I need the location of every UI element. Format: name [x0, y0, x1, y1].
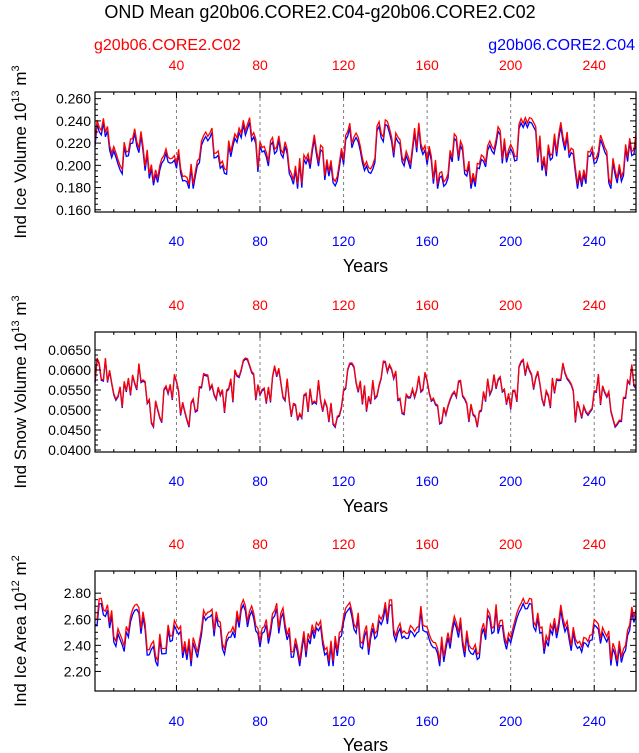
x-tick-label-bottom: 120: [332, 233, 356, 249]
x-tick-label-top: 80: [252, 536, 268, 552]
x-tick-label-bottom: 240: [583, 473, 607, 489]
x-tick-label-bottom: 240: [583, 233, 607, 249]
x-tick-label-top: 240: [583, 297, 607, 313]
x-axis-label: Years: [343, 496, 388, 516]
legend-label-c04: g20b06.CORE2.C04: [488, 37, 635, 54]
x-tick-label-bottom: 200: [499, 473, 523, 489]
y-tick-label: 2.20: [64, 663, 91, 679]
y-tick-label: 2.60: [64, 611, 91, 627]
x-tick-label-top: 40: [169, 536, 185, 552]
x-tick-label-top: 120: [332, 536, 356, 552]
x-tick-label-bottom: 120: [332, 713, 356, 729]
panel-1: 0.160 0.180 0.200 0.220 0.240 0.260 40 80 120 160…: [10, 57, 637, 276]
series-line: [94, 120, 637, 189]
y-tick-label: 0.0650: [48, 342, 91, 358]
x-tick-label-bottom: 80: [252, 233, 268, 249]
x-tick-label-top: 240: [583, 536, 607, 552]
x-tick-label-top: 160: [415, 297, 439, 313]
x-axis-label: Years: [343, 735, 388, 753]
x-tick-label-top: 200: [499, 536, 523, 552]
panel-3: 2.20 2.40 2.60 2.80 40 80 120 160 200 240 40 80 120 1…: [10, 536, 637, 753]
y-tick-label: 2.40: [64, 637, 91, 653]
plot-frame: [94, 570, 637, 692]
x-tick-label-bottom: 120: [332, 473, 356, 489]
x-tick-label-top: 200: [499, 297, 523, 313]
y-tick-label: 0.0500: [48, 402, 91, 418]
y-tick-label: 0.220: [56, 135, 91, 151]
series-line: [94, 601, 637, 667]
x-tick-label-top: 160: [415, 57, 439, 73]
x-tick-label-top: 40: [169, 57, 185, 73]
y-tick-label: 0.160: [56, 202, 91, 218]
x-tick-label-top: 240: [583, 57, 607, 73]
plot-frame: [94, 331, 637, 453]
y-tick-label: 0.240: [56, 113, 91, 129]
x-tick-label-top: 120: [332, 297, 356, 313]
x-tick-label-bottom: 240: [583, 713, 607, 729]
x-tick-label-bottom: 160: [415, 473, 439, 489]
x-tick-label-top: 80: [252, 57, 268, 73]
figure-title: OND Mean g20b06.CORE2.C04-g20b06.CORE2.C…: [104, 2, 535, 22]
y-tick-label: 0.180: [56, 180, 91, 196]
panel-2: 0.0400 0.0450 0.0500 0.0550 0.0600 0.0650 40 80…: [10, 295, 637, 516]
x-tick-label-bottom: 40: [169, 233, 185, 249]
panels: 0.160 0.180 0.200 0.220 0.240 0.260 40 80 120 160…: [10, 57, 637, 753]
x-tick-label-bottom: 40: [169, 713, 185, 729]
x-tick-label-bottom: 80: [252, 473, 268, 489]
y-tick-label: 0.200: [56, 157, 91, 173]
x-tick-label-bottom: 200: [499, 233, 523, 249]
x-tick-label-bottom: 160: [415, 713, 439, 729]
x-tick-label-bottom: 160: [415, 233, 439, 249]
x-axis-label: Years: [343, 256, 388, 276]
plot-frame: [94, 91, 637, 213]
series-line: [94, 596, 637, 662]
y-axis-label: Ind Ice Volume 1013 m3: [10, 65, 30, 238]
series-line: [94, 115, 637, 185]
series-line: [94, 357, 637, 429]
x-tick-label-top: 40: [169, 297, 185, 313]
x-tick-label-top: 120: [332, 57, 356, 73]
x-tick-label-bottom: 200: [499, 713, 523, 729]
x-tick-label-bottom: 80: [252, 713, 268, 729]
y-tick-label: 0.0600: [48, 362, 91, 378]
y-tick-label: 0.0550: [48, 382, 91, 398]
x-tick-label-top: 160: [415, 536, 439, 552]
y-axis-label: Ind Ice Area 1012 m2: [10, 555, 30, 707]
legend-label-c02: g20b06.CORE2.C02: [94, 37, 241, 54]
y-tick-label: 0.260: [56, 91, 91, 107]
y-tick-label: 0.0400: [48, 442, 91, 458]
x-tick-label-top: 200: [499, 57, 523, 73]
x-tick-label-top: 80: [252, 297, 268, 313]
y-tick-label: 2.80: [64, 585, 91, 601]
y-tick-label: 0.0450: [48, 422, 91, 438]
x-tick-label-bottom: 40: [169, 473, 185, 489]
y-axis-label: Ind Snow Volume 1013 m3: [10, 295, 30, 488]
